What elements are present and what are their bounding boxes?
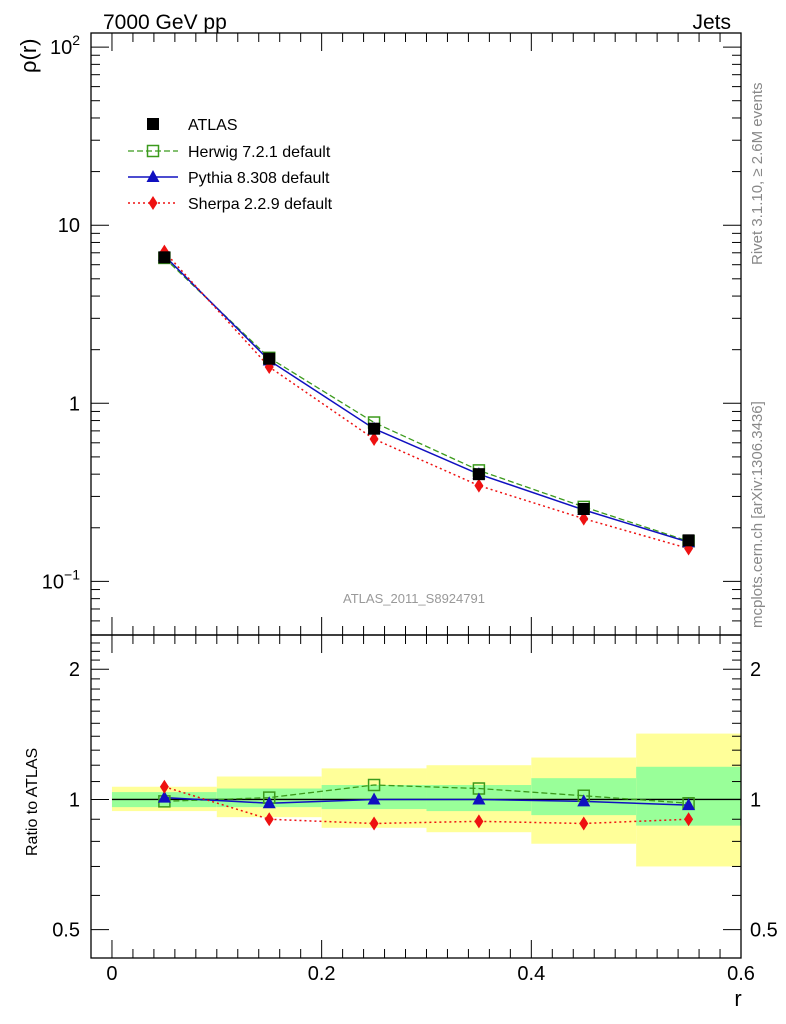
- main-point-sherpa-3: [474, 478, 484, 493]
- ratio-point-pythia-5: [682, 798, 696, 811]
- main-point-data-3: [472, 468, 485, 481]
- xtick-label-0: 0: [106, 963, 117, 985]
- ratio-point-sherpa-1: [264, 812, 274, 827]
- watermark: ATLAS_2011_S8924791: [343, 591, 485, 606]
- legend-label-data: ATLAS: [188, 117, 238, 134]
- main-ytick-label-0: 10−1: [42, 566, 80, 593]
- xtick-label-2: 0.4: [517, 963, 545, 985]
- ratio-point-sherpa-5: [684, 812, 694, 827]
- ratio-line-herwig: [164, 784, 689, 804]
- ratio-line-pythia: [164, 796, 689, 806]
- ratio-point-sherpa-0: [159, 779, 169, 794]
- main-ytick-label-3: 102: [50, 32, 80, 59]
- ratio-point-herwig-2: [367, 778, 381, 792]
- legend-label-herwig: Herwig 7.2.1 default: [188, 144, 331, 161]
- main-point-data-4: [577, 502, 590, 515]
- main-ytick-label-2: 10: [58, 215, 80, 237]
- ratio-ytick-label-left-2: 2: [69, 659, 80, 681]
- legend-marker-sherpa: [148, 196, 158, 210]
- header-left: 7000 GeV pp: [103, 11, 227, 34]
- y-axis-label-ratio: Ratio to ATLAS: [24, 748, 41, 856]
- ratio-point-pythia-3: [472, 792, 486, 805]
- side-label-rivet: Rivet 3.1.10, ≥ 2.6M events: [749, 83, 766, 266]
- main-line-sherpa: [163, 251, 689, 550]
- legend-marker-pythia: [146, 170, 160, 182]
- main-ytick-label-1: 1: [69, 393, 80, 415]
- legend-marker-herwig: [146, 144, 160, 158]
- xtick-label-3: 0.6: [727, 963, 755, 985]
- header-right: Jets: [692, 11, 731, 34]
- ratio-panel: 0.5 0.5 1 1 2 2 0 0.2 0.4 0.6: [52, 634, 778, 985]
- legend-label-pythia: Pythia 8.308 default: [188, 170, 330, 187]
- ratio-ytick-label-right-2: 2: [750, 659, 761, 681]
- legend: ATLAS Herwig 7.2.1 default Pythia 8.308 de…: [128, 117, 333, 213]
- main-line-herwig: [163, 257, 689, 542]
- ratio-point-sherpa-2: [369, 816, 379, 831]
- legend-label-sherpa: Sherpa 2.2.9 default: [188, 196, 333, 213]
- ratio-point-pythia-2: [367, 792, 381, 805]
- xtick-label-1: 0.2: [308, 963, 336, 985]
- ratio-point-sherpa-4: [579, 816, 589, 831]
- ratio-point-pythia-1: [262, 796, 276, 809]
- ratio-line-sherpa: [164, 786, 689, 825]
- main-point-sherpa-4: [579, 511, 589, 526]
- ratio-ytick-label-right-1: 1: [750, 789, 761, 811]
- ratio-point-pythia-4: [577, 794, 591, 807]
- main-point-data-5: [682, 534, 695, 547]
- main-point-data-1: [263, 352, 276, 365]
- x-axis-label: r: [734, 986, 741, 1011]
- ratio-ytick-label-right-0: 0.5: [750, 920, 778, 942]
- y-axis-label-main: ρ(r): [16, 39, 41, 74]
- ratio-point-sherpa-3: [474, 814, 484, 829]
- svg-text:mcplots.cern.ch [arXiv:1306.34: mcplots.cern.ch [arXiv:1306.3436]: [749, 401, 766, 628]
- main-panel: 10−1 1 10 102: [42, 32, 742, 636]
- main-line-pythia: [163, 255, 689, 543]
- ratio-ytick-label-left-1: 1: [69, 789, 80, 811]
- ratio-point-pythia-0: [157, 790, 171, 803]
- ratio-frame: [90, 634, 742, 959]
- main-point-data-2: [368, 422, 381, 435]
- svg-text:Rivet 3.1.10, ≥ 2.6M events: Rivet 3.1.10, ≥ 2.6M events: [749, 83, 766, 266]
- legend-marker-data: [147, 118, 159, 130]
- main-point-data-0: [158, 251, 171, 264]
- side-label-mcplots: mcplots.cern.ch [arXiv:1306.3436]: [749, 401, 766, 628]
- main-point-sherpa-2: [369, 432, 379, 447]
- ratio-ytick-label-left-0: 0.5: [52, 920, 80, 942]
